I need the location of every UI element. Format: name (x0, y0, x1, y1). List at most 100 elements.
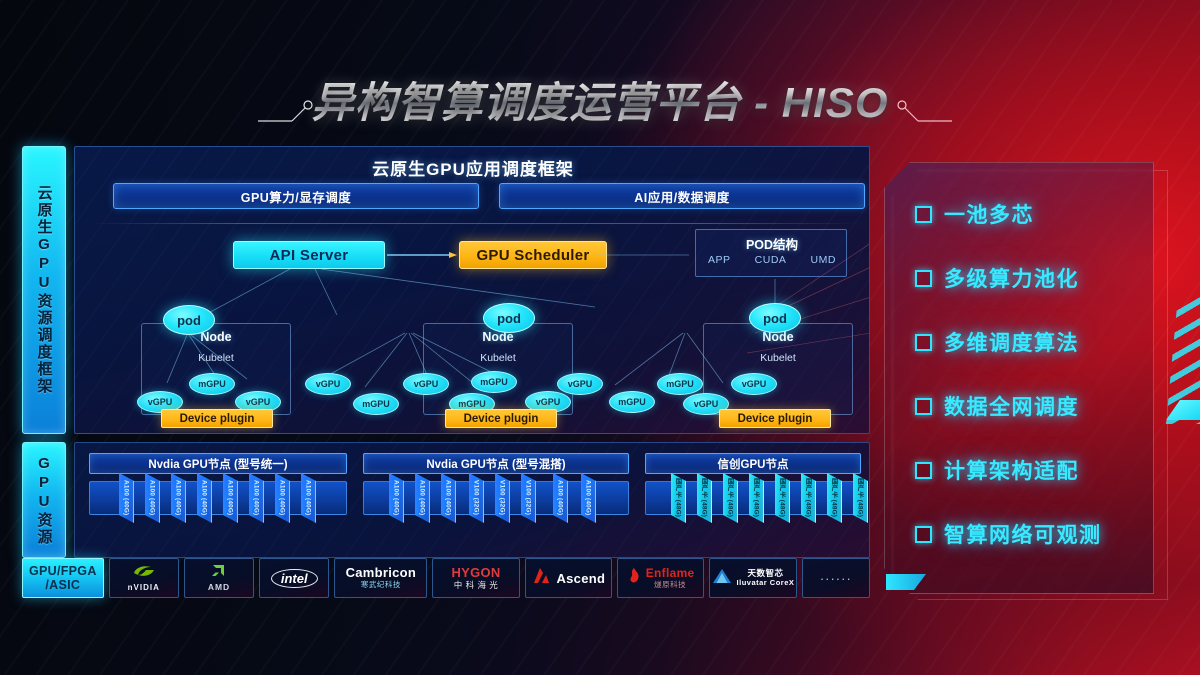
pod-struct-cuda: CUDA (754, 254, 787, 266)
gpu-card[interactable]: V100 (32G) (495, 473, 510, 523)
pod-structure-title: POD结构 (745, 238, 799, 252)
gpu-card[interactable]: 国产卡 (48G) (801, 473, 816, 523)
vendor-sub: 寒武纪科技 (360, 580, 401, 590)
gpu-group-header-2: Nvdia GPU节点 (型号混搭) (363, 453, 629, 474)
vendor-name: AMD (207, 581, 231, 592)
section-divider (89, 223, 857, 224)
vendor-name: Cambricon (345, 565, 417, 581)
mgpu-bubble[interactable]: mGPU (471, 371, 517, 393)
vendor-name: 天数智芯 (747, 567, 784, 578)
vendor-label-line1: GPU/FPGA (28, 564, 97, 578)
feature-item-4[interactable]: 数据全网调度 (915, 383, 1145, 429)
gpu-card[interactable]: A100 (40G) (553, 473, 568, 523)
vendor-amd[interactable]: AMD (183, 558, 255, 598)
vendor-sub: Iluvatar CoreX (736, 577, 795, 587)
gpu-card[interactable]: V100 (32G) (521, 473, 536, 523)
pod-bubble-1[interactable]: pod (163, 305, 215, 335)
feature-item-1[interactable]: 一池多芯 (915, 191, 1145, 237)
mgpu-bubble[interactable]: mGPU (189, 373, 235, 395)
vendor-name: Enflame (645, 565, 695, 580)
vendor-more[interactable]: ······ (801, 558, 870, 598)
mgpu-bubble[interactable]: mGPU (609, 391, 655, 413)
gpu-card[interactable]: 国产卡 (48G) (697, 473, 712, 523)
gpu-card[interactable]: 国产卡 (48G) (671, 473, 686, 523)
vendor-name: nVIDIA (127, 583, 160, 593)
gpu-card[interactable]: 国产卡 (48G) (749, 473, 764, 523)
feature-item-3[interactable]: 多维调度算法 (915, 319, 1145, 365)
pod-bubble-3[interactable]: pod (749, 303, 801, 333)
vendor-cambricon[interactable]: Cambricon 寒武纪科技 (334, 558, 428, 598)
gpu-card[interactable]: V100 (32G) (469, 473, 484, 523)
panel-corner-accent (886, 574, 926, 590)
vendor-sub: 中 科 海 光 (453, 579, 499, 590)
gpu-card[interactable]: 国产卡 (48G) (775, 473, 790, 523)
feature-item-5[interactable]: 计算架构适配 (915, 447, 1145, 493)
gpu-card[interactable]: A100 (40G) (301, 473, 316, 523)
more-indicator: ······ (819, 570, 852, 586)
vgpu-bubble[interactable]: vGPU (403, 373, 449, 395)
vgpu-bubble[interactable]: vGPU (683, 393, 729, 415)
node-label-1: Node (200, 330, 232, 344)
subbar-gpu-compute[interactable]: GPU算力/显存调度 (113, 183, 479, 209)
device-plugin-3[interactable]: Device plugin (719, 409, 831, 428)
vgpu-bubble[interactable]: vGPU (525, 391, 571, 413)
pod-bubble-2[interactable]: pod (483, 303, 535, 333)
gpu-card[interactable]: A100 (40G) (171, 473, 186, 523)
checkbox-icon (915, 526, 932, 543)
gpu-card[interactable]: A100 (40G) (415, 473, 430, 523)
vgpu-bubble[interactable]: vGPU (137, 391, 183, 413)
gpu-card[interactable]: A100 (40G) (275, 473, 290, 523)
device-plugin-1[interactable]: Device plugin (161, 409, 273, 428)
amd-icon (211, 563, 227, 582)
feature-item-6[interactable]: 智算网络可观测 (915, 511, 1145, 557)
vendor-label-gpu-fpga-asic: GPU/FPGA /ASIC (22, 558, 104, 598)
kubelet-label-2: Kubelet (480, 352, 516, 364)
edge-stripe-highlight (1166, 400, 1200, 420)
feature-list: 一池多芯 多级算力池化 多维调度算法 数据全网调度 计算架构适配 智算网络可观测 (915, 191, 1145, 575)
gpu-card[interactable]: A100 (40G) (119, 473, 134, 523)
page-title: 异构智算调度运营平台 - HISO (311, 69, 888, 130)
framework-panel: 云原生GPU应用调度框架 GPU算力/显存调度 AI应用/数据调度 (74, 146, 870, 434)
vendor-enflame[interactable]: Enflame 燧原科技 (617, 558, 705, 598)
gpu-card[interactable]: A100 (40G) (197, 473, 212, 523)
mgpu-bubble[interactable]: mGPU (657, 373, 703, 395)
checkbox-icon (915, 206, 932, 223)
gpu-card[interactable]: A100 (40G) (441, 473, 456, 523)
gpu-card[interactable]: A100 (40G) (145, 473, 160, 523)
pod-structure-items: APP CUDA UMD (696, 254, 848, 266)
device-plugin-2[interactable]: Device plugin (445, 409, 557, 428)
feature-item-2[interactable]: 多级算力池化 (915, 255, 1145, 301)
gpu-resource-panel: Nvdia GPU节点 (型号统一) A100 (40G) A100 (40G)… (74, 442, 870, 558)
vendor-iluvatar[interactable]: 天数智芯 Iluvatar CoreX (709, 558, 797, 598)
feature-panel: 一池多芯 多级算力池化 多维调度算法 数据全网调度 计算架构适配 智算网络可观测 (884, 162, 1154, 594)
pod-structure-box: POD结构 APP CUDA UMD (695, 229, 847, 277)
checkbox-icon (915, 462, 932, 479)
checkbox-icon (915, 270, 932, 287)
api-server-node[interactable]: API Server (233, 241, 385, 269)
vendor-hygon[interactable]: HYGON 中 科 海 光 (432, 558, 520, 598)
pod-struct-app: APP (708, 254, 731, 266)
api-scheduler-connector (387, 252, 457, 258)
vendor-intel[interactable]: intel (259, 558, 330, 598)
vendor-nvidia[interactable]: nVIDIA (108, 558, 179, 598)
feature-label: 计算架构适配 (944, 460, 1079, 483)
gpu-card[interactable]: A100 (40G) (389, 473, 404, 523)
vgpu-bubble[interactable]: vGPU (731, 373, 777, 395)
node-cluster-3: Node Kubelet (703, 323, 853, 415)
checkbox-icon (915, 334, 932, 351)
vgpu-bubble[interactable]: vGPU (557, 373, 603, 395)
mgpu-bubble[interactable]: mGPU (353, 393, 399, 415)
feature-label: 多级算力池化 (944, 268, 1079, 291)
gpu-card[interactable]: 国产卡 (48G) (853, 473, 868, 523)
gpu-card[interactable]: A100 (40G) (581, 473, 596, 523)
gpu-scheduler-node[interactable]: GPU Scheduler (459, 241, 607, 269)
gpu-group-header-3: 信创GPU节点 (645, 453, 861, 474)
title-left-decoration (258, 100, 314, 122)
gpu-card[interactable]: A100 (40G) (249, 473, 264, 523)
gpu-card[interactable]: 国产卡 (48G) (723, 473, 738, 523)
gpu-card[interactable]: A100 (40G) (223, 473, 238, 523)
gpu-card[interactable]: 国产卡 (48G) (827, 473, 842, 523)
subbar-ai-data[interactable]: AI应用/数据调度 (499, 183, 865, 209)
vgpu-bubble[interactable]: vGPU (305, 373, 351, 395)
vendor-ascend[interactable]: Ascend (524, 558, 612, 598)
